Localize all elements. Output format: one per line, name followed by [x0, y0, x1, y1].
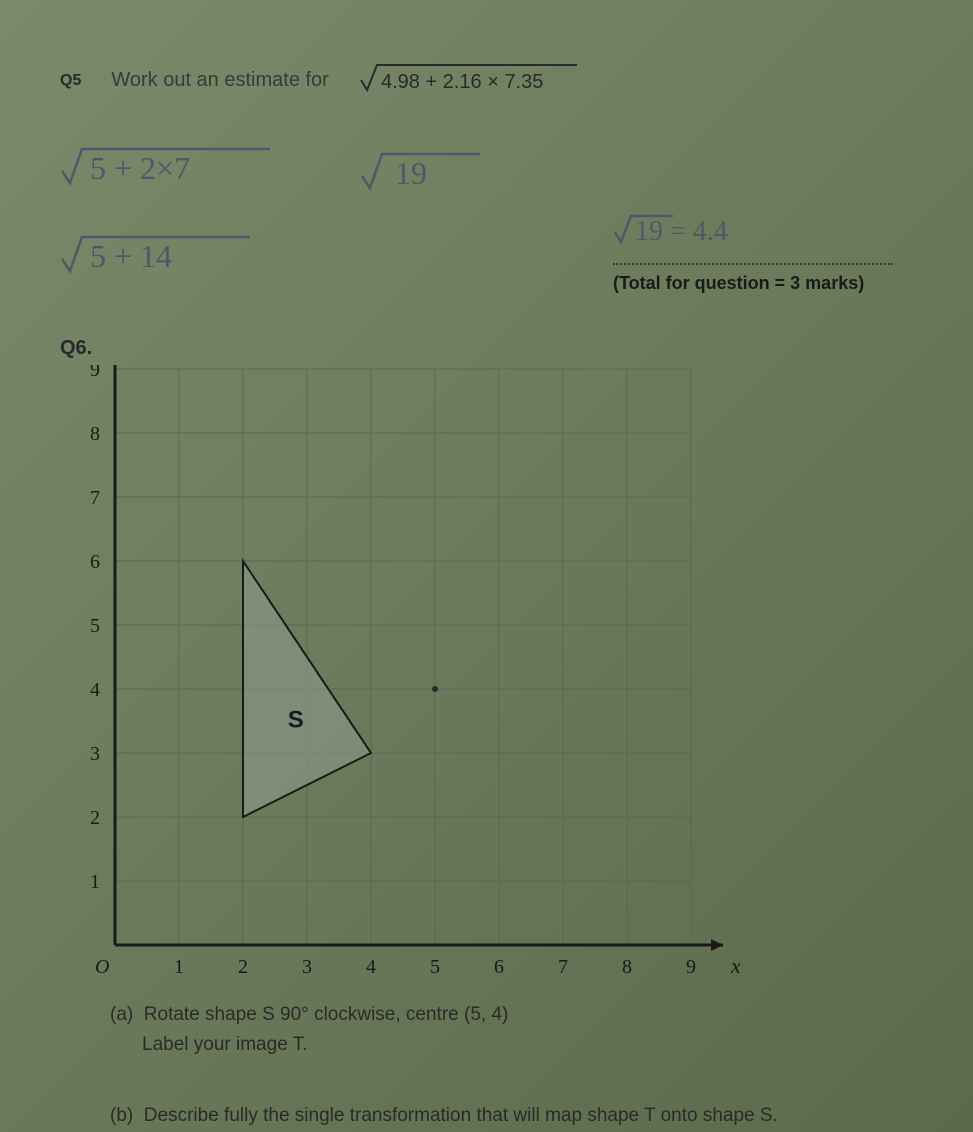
svg-text:7: 7 [558, 956, 568, 978]
svg-text:5 + 14: 5 + 14 [90, 238, 172, 274]
sqrt-content: 4.98 + 2.16 × 7.35 [381, 71, 543, 93]
svg-text:6: 6 [494, 956, 504, 978]
svg-text:9: 9 [90, 365, 100, 381]
svg-text:9: 9 [686, 956, 696, 978]
handwriting-line3: 19 [360, 146, 490, 204]
q6-label: Q6. [60, 337, 913, 360]
q6-part-a: (a) Rotate shape S 90° clockwise, centre… [110, 1000, 913, 1061]
svg-text:19: 19 [395, 155, 427, 191]
svg-text:x: x [730, 953, 740, 978]
svg-text:S: S [288, 706, 304, 733]
svg-text:7: 7 [90, 487, 100, 509]
q5-total-marks: (Total for question = 3 marks) [613, 273, 893, 294]
q5-answer: 19 = 4.4 [613, 210, 893, 265]
svg-text:O: O [95, 956, 109, 978]
part-a-line1: Rotate shape S 90° clockwise, centre (5,… [144, 1004, 509, 1025]
q5-prompt: Work out an estimate for [111, 69, 329, 92]
svg-text:1: 1 [90, 871, 100, 893]
q6-part-b: (b) Describe fully the single transforma… [110, 1101, 913, 1131]
part-b-label: (b) [110, 1105, 133, 1126]
svg-text:8: 8 [622, 956, 632, 978]
svg-text:19 = 4.4: 19 = 4.4 [635, 216, 728, 247]
handwriting-line1: 5 + 2×7 [60, 141, 280, 199]
svg-text:2: 2 [238, 956, 248, 978]
part-a-line2: Label your image T. [142, 1034, 307, 1055]
part-a-label: (a) [110, 1004, 133, 1025]
svg-text:5: 5 [430, 956, 440, 978]
svg-text:3: 3 [302, 956, 312, 978]
svg-text:6: 6 [90, 551, 100, 573]
q6-chart: 123456789123456789OxyS [60, 365, 740, 985]
svg-text:1: 1 [174, 956, 184, 978]
handwriting-line2: 5 + 14 [60, 229, 280, 287]
q5-label: Q5 [60, 72, 81, 90]
q5-expression: 4.98 + 2.16 × 7.35 [359, 60, 579, 101]
svg-text:4: 4 [90, 679, 100, 701]
svg-text:4: 4 [366, 956, 376, 978]
svg-text:8: 8 [90, 423, 100, 445]
svg-text:2: 2 [90, 807, 100, 829]
q6-section: Q6. 123456789123456789OxyS (a) Rotate sh… [60, 337, 913, 1131]
svg-text:3: 3 [90, 743, 100, 765]
q5-answer-area: 19 = 4.4 (Total for question = 3 marks) [613, 210, 893, 294]
svg-text:5 + 2×7: 5 + 2×7 [90, 150, 190, 186]
svg-text:5: 5 [90, 615, 100, 637]
q5-header: Q5 Work out an estimate for 4.98 + 2.16 … [60, 60, 913, 101]
part-b-text: Describe fully the single transformation… [144, 1105, 778, 1126]
